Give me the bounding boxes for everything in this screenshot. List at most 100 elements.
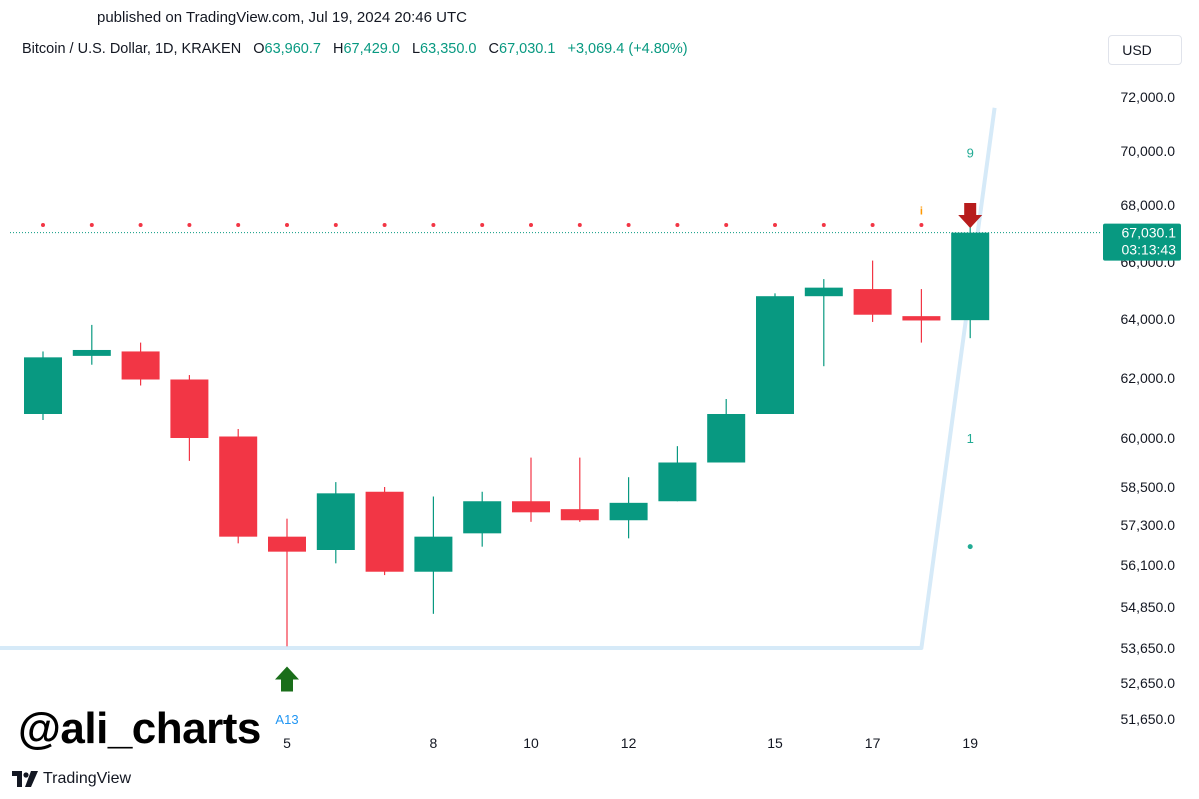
- resistance-dot: [870, 222, 875, 227]
- candle[interactable]: [951, 221, 990, 339]
- price-axis-label: 68,000.0: [1121, 197, 1176, 213]
- buy-signal-label: A13: [275, 712, 298, 727]
- resistance-dot: [138, 222, 143, 227]
- candle[interactable]: [658, 446, 697, 502]
- ohlc-legend: Bitcoin / U.S. Dollar, 1D, KRAKEN O63,96…: [22, 41, 688, 57]
- resistance-dot: [919, 222, 924, 227]
- price-axis-label: 56,100.0: [1121, 557, 1176, 573]
- candle[interactable]: [268, 518, 306, 647]
- resistance-dot: [187, 222, 192, 227]
- published-info: published on TradingView.com, Jul 19, 20…: [97, 9, 467, 26]
- candle-body: [268, 536, 306, 552]
- candle-body: [72, 349, 111, 356]
- candle[interactable]: [24, 351, 62, 420]
- candle-body: [316, 493, 355, 550]
- open-value: 63,960.7: [264, 41, 321, 57]
- resistance-dots: [41, 222, 973, 227]
- resistance-dot: [773, 222, 777, 227]
- buy-arrow-icon: [275, 666, 299, 692]
- candle[interactable]: [316, 482, 355, 564]
- resistance-dot: [529, 222, 533, 227]
- candle[interactable]: [902, 289, 941, 343]
- candle-body: [853, 289, 892, 315]
- price-axis-label: 70,000.0: [1121, 143, 1176, 159]
- resistance-dot: [626, 222, 631, 227]
- resistance-dot: [724, 222, 729, 227]
- candle[interactable]: [170, 375, 209, 461]
- candle-body: [463, 501, 502, 534]
- tradingview-wordmark: TradingView: [43, 770, 132, 787]
- candle[interactable]: [609, 477, 648, 539]
- price-axis-label: 57,300.0: [1121, 517, 1176, 533]
- candle[interactable]: [560, 457, 599, 522]
- candle[interactable]: [512, 457, 550, 522]
- candle[interactable]: [365, 487, 404, 576]
- tradingview-brand[interactable]: TradingView: [12, 770, 131, 788]
- candle-body: [24, 357, 62, 414]
- candles-layer[interactable]: [24, 221, 990, 647]
- price-axis-label: 51,650.0: [1121, 711, 1176, 727]
- price-axis[interactable]: 72,000.070,000.068,000.066,000.064,000.0…: [1121, 89, 1176, 727]
- resistance-dot: [41, 222, 45, 227]
- candle-body: [365, 491, 404, 572]
- close-value: 67,030.1: [499, 41, 556, 57]
- time-axis-label: 10: [523, 735, 539, 751]
- resistance-dot: [236, 222, 241, 227]
- candle-body: [707, 414, 746, 463]
- candle-body: [756, 296, 794, 414]
- candle-body: [414, 536, 453, 572]
- close-label: C: [488, 41, 499, 57]
- price-axis-label: 60,000.0: [1121, 430, 1176, 446]
- candle[interactable]: [72, 324, 111, 365]
- resistance-dot: [431, 222, 436, 227]
- current-price-value: 67,030.1: [1122, 225, 1177, 241]
- time-axis-label: 15: [767, 735, 783, 751]
- candle-body: [609, 502, 648, 521]
- info-icon[interactable]: i: [920, 206, 923, 218]
- resistance-dot: [480, 222, 485, 227]
- signal-dot: [967, 544, 973, 550]
- high-value: 67,429.0: [343, 41, 400, 57]
- candle[interactable]: [707, 399, 746, 463]
- resistance-dot: [89, 222, 94, 227]
- signals-layer: A13 9 i 1: [275, 145, 983, 727]
- candle-countdown: 03:13:43: [1122, 242, 1177, 258]
- resistance-dot: [285, 222, 289, 227]
- low-label: L: [411, 41, 421, 57]
- currency-button[interactable]: USD: [1108, 35, 1182, 65]
- price-axis-label: 64,000.0: [1121, 311, 1176, 327]
- candle-body: [121, 351, 160, 380]
- symbol-title[interactable]: Bitcoin / U.S. Dollar, 1D, KRAKEN: [22, 41, 242, 57]
- current-price-badge: [1103, 223, 1181, 261]
- time-axis[interactable]: 5 8 10 12 15 17 19: [283, 735, 978, 751]
- resistance-dot: [675, 222, 680, 227]
- candle[interactable]: [121, 342, 160, 386]
- candle[interactable]: [804, 279, 843, 367]
- low-value: 63,350.0: [420, 41, 477, 57]
- resistance-dot: [333, 222, 338, 227]
- sell-arrow-icon: [958, 202, 983, 228]
- price-axis-label: 54,850.0: [1121, 599, 1176, 615]
- open-label: O: [253, 41, 265, 57]
- time-axis-label: 5: [283, 735, 291, 751]
- price-axis-label: 52,650.0: [1121, 675, 1176, 691]
- candle[interactable]: [219, 429, 258, 544]
- tradingview-logo-icon: [12, 771, 38, 787]
- candle[interactable]: [414, 496, 453, 614]
- candle-body: [951, 232, 990, 321]
- price-axis-label: 53,650.0: [1121, 640, 1176, 656]
- candle-body: [658, 462, 697, 502]
- current-price-badge-layer: 67,030.103:13:43: [1103, 223, 1181, 261]
- candle[interactable]: [463, 491, 502, 547]
- time-axis-label: 17: [865, 735, 881, 751]
- candle[interactable]: [853, 260, 892, 322]
- price-axis-label: 62,000.0: [1121, 370, 1176, 386]
- sell-signal-label: 9: [967, 145, 974, 160]
- setup-count-label: 1: [967, 431, 974, 446]
- price-axis-label: 72,000.0: [1121, 89, 1176, 105]
- candle-body: [902, 316, 941, 321]
- candle[interactable]: [756, 293, 794, 414]
- watermark-author: @ali_charts: [18, 704, 261, 753]
- candle-body: [170, 379, 209, 438]
